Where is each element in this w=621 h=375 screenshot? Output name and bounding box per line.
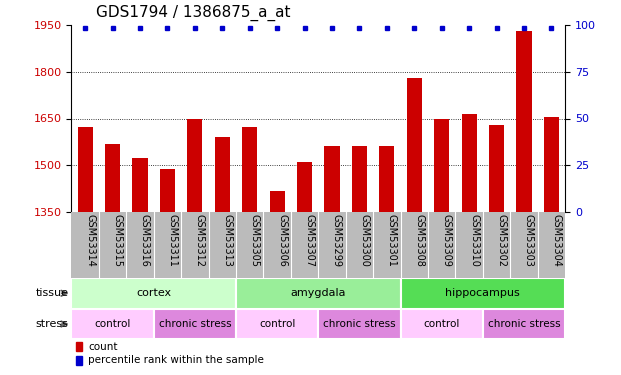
Bar xyxy=(517,31,532,375)
Bar xyxy=(76,356,82,364)
Bar xyxy=(160,169,175,375)
Text: tissue: tissue xyxy=(35,288,68,298)
Bar xyxy=(483,309,565,339)
Bar xyxy=(236,278,401,309)
Text: hippocampus: hippocampus xyxy=(445,288,520,298)
Text: amygdala: amygdala xyxy=(291,288,346,298)
Text: control: control xyxy=(424,319,460,329)
Text: GSM53301: GSM53301 xyxy=(387,214,397,267)
Bar xyxy=(489,125,504,375)
Text: GSM53316: GSM53316 xyxy=(140,214,150,267)
Text: GDS1794 / 1386875_a_at: GDS1794 / 1386875_a_at xyxy=(96,5,291,21)
Bar xyxy=(105,144,120,375)
Bar xyxy=(270,191,284,375)
Text: chronic stress: chronic stress xyxy=(158,319,231,329)
Text: chronic stress: chronic stress xyxy=(487,319,560,329)
Bar xyxy=(407,78,422,375)
Text: GSM53310: GSM53310 xyxy=(469,214,479,267)
Text: GSM53303: GSM53303 xyxy=(524,214,534,267)
Bar xyxy=(71,309,154,339)
Text: GSM53313: GSM53313 xyxy=(222,214,232,267)
Bar xyxy=(401,278,565,309)
Bar xyxy=(401,309,483,339)
Text: control: control xyxy=(94,319,131,329)
Text: control: control xyxy=(259,319,296,329)
Text: GSM53309: GSM53309 xyxy=(442,214,451,267)
Text: GSM53315: GSM53315 xyxy=(112,214,122,267)
Bar xyxy=(318,309,401,339)
Bar xyxy=(379,146,394,375)
Bar xyxy=(76,342,82,351)
Bar xyxy=(78,127,93,375)
Bar xyxy=(434,119,449,375)
Text: GSM53308: GSM53308 xyxy=(414,214,424,267)
Bar xyxy=(461,114,477,375)
Bar xyxy=(132,158,148,375)
Text: GSM53305: GSM53305 xyxy=(250,214,260,267)
Text: GSM53299: GSM53299 xyxy=(332,214,342,267)
Text: GSM53307: GSM53307 xyxy=(304,214,315,267)
Bar xyxy=(236,309,319,339)
Text: GSM53311: GSM53311 xyxy=(168,214,178,267)
Text: GSM53306: GSM53306 xyxy=(277,214,287,267)
Bar xyxy=(352,146,367,375)
Text: GSM53314: GSM53314 xyxy=(85,214,95,267)
Bar xyxy=(154,309,236,339)
Bar xyxy=(297,162,312,375)
Text: GSM53304: GSM53304 xyxy=(551,214,561,267)
Text: stress: stress xyxy=(35,319,68,329)
Text: percentile rank within the sample: percentile rank within the sample xyxy=(88,355,264,365)
Bar xyxy=(71,278,236,309)
Bar xyxy=(188,119,202,375)
Bar xyxy=(324,146,340,375)
Text: GSM53312: GSM53312 xyxy=(195,214,205,267)
Text: GSM53300: GSM53300 xyxy=(360,214,369,267)
Text: chronic stress: chronic stress xyxy=(323,319,396,329)
Text: count: count xyxy=(88,342,118,352)
Text: GSM53302: GSM53302 xyxy=(497,214,507,267)
Bar xyxy=(242,127,257,375)
Bar xyxy=(544,117,559,375)
Text: cortex: cortex xyxy=(136,288,171,298)
Bar xyxy=(215,137,230,375)
